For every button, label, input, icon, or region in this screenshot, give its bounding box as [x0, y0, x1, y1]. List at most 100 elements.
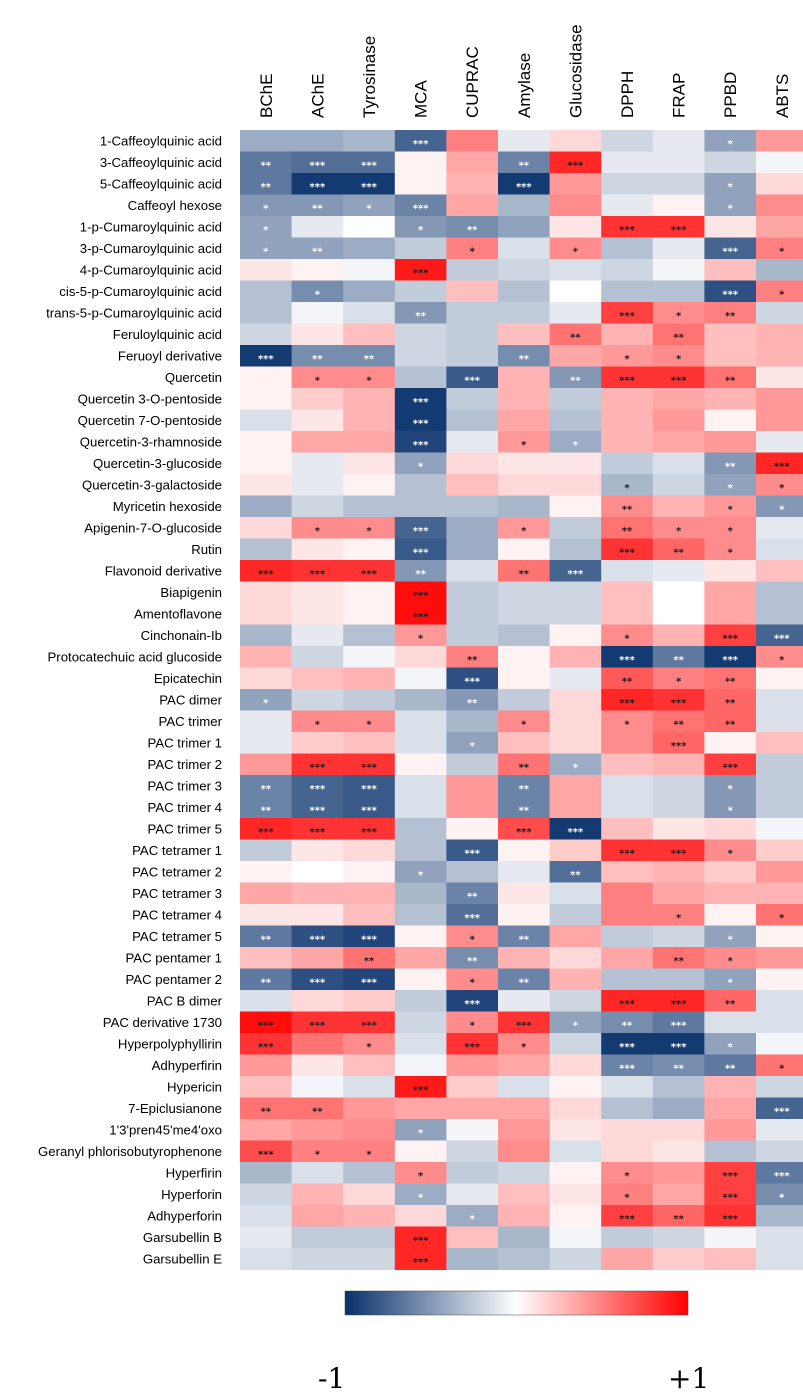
- significance-label: *: [728, 784, 734, 795]
- significance-label: *: [470, 246, 476, 257]
- heatmap-cell: [704, 517, 757, 539]
- heatmap-cell: [240, 151, 293, 174]
- row-label: 3-p-Cumaroylquinic acid: [80, 241, 222, 256]
- significance-label: *: [779, 913, 785, 924]
- heatmap-cell: [446, 474, 499, 496]
- heatmap-cell: [601, 624, 654, 647]
- heatmap-cell: [343, 732, 396, 754]
- significance-label: **: [622, 1020, 633, 1031]
- significance-label: **: [673, 332, 684, 343]
- significance-label: *: [263, 225, 269, 236]
- row-label: Adhyperfirin: [152, 1058, 222, 1073]
- heatmap-cell: [601, 517, 654, 539]
- heatmap-cell: [756, 818, 803, 840]
- heatmap-cell: [549, 1183, 602, 1206]
- heatmap-cell: [291, 581, 344, 604]
- heatmap-cell: [652, 861, 705, 883]
- heatmap-cell: [704, 216, 757, 238]
- heatmap-cell: [652, 796, 705, 819]
- heatmap-cell: [240, 925, 293, 948]
- row-label: Garsubellin B: [143, 1230, 222, 1245]
- significance-label: **: [261, 784, 272, 795]
- heatmap-cell: [756, 732, 803, 754]
- heatmap-cell: [704, 904, 757, 926]
- heatmap-cell: [240, 732, 293, 754]
- heatmap-cell: [240, 796, 293, 819]
- row-label: 5-Caffeoylquinic acid: [100, 176, 222, 191]
- heatmap-cell: [446, 1119, 499, 1141]
- heatmap-cell: [240, 1248, 293, 1270]
- column-label: Glucosidase: [566, 24, 585, 118]
- row-label: PAC derivative 1730: [103, 1015, 222, 1030]
- significance-label: *: [366, 1042, 372, 1053]
- heatmap-cell: [343, 689, 396, 711]
- heatmap-cell: [446, 1183, 499, 1206]
- heatmap-cell: [498, 366, 551, 389]
- heatmap-cell: [394, 882, 447, 905]
- heatmap-cell: [601, 302, 654, 324]
- heatmap-cell: [704, 990, 757, 1012]
- heatmap-cell: [394, 581, 447, 604]
- significance-label: ***: [619, 655, 635, 666]
- heatmap-cell: [601, 861, 654, 883]
- heatmap-cell: [343, 474, 396, 496]
- significance-label: ***: [310, 805, 326, 816]
- significance-label: *: [521, 440, 527, 451]
- heatmap-cell: [240, 259, 293, 281]
- heatmap-cell: [498, 990, 551, 1012]
- heatmap-cell: [652, 1183, 705, 1206]
- heatmap-cell: [704, 495, 757, 518]
- heatmap-cell: [291, 775, 344, 797]
- heatmap-cell: [704, 366, 757, 389]
- heatmap-cell: [446, 1140, 499, 1163]
- heatmap-cell: [343, 882, 396, 905]
- heatmap-cell: [498, 452, 551, 475]
- heatmap-cell: [240, 882, 293, 905]
- heatmap-cell: [549, 173, 602, 195]
- heatmap-cell: [549, 151, 602, 174]
- heatmap-cell: [756, 560, 803, 582]
- significance-label: **: [519, 762, 530, 773]
- significance-label: *: [728, 504, 734, 515]
- significance-label: *: [418, 1128, 424, 1139]
- heatmap-cell: [291, 151, 344, 174]
- significance-label: *: [263, 698, 269, 709]
- significance-label: **: [312, 354, 323, 365]
- significance-label: ***: [671, 698, 687, 709]
- heatmap-cell: [240, 689, 293, 711]
- heatmap-cell: [756, 968, 803, 991]
- heatmap-cell: [240, 904, 293, 926]
- heatmap-cell: [704, 689, 757, 711]
- significance-label: *: [418, 1192, 424, 1203]
- heatmap-cell: [756, 259, 803, 281]
- significance-label: *: [779, 483, 785, 494]
- heatmap-cell: [704, 732, 757, 754]
- row-label: Quercetin-3-galactoside: [82, 477, 222, 492]
- heatmap-cell: [240, 968, 293, 991]
- significance-label: *: [470, 1020, 476, 1031]
- heatmap-cell: [291, 1097, 344, 1120]
- heatmap-cell: [343, 1011, 396, 1034]
- heatmap-cell: [343, 581, 396, 604]
- heatmap-cell: [446, 194, 499, 217]
- heatmap-cell: [756, 517, 803, 539]
- heatmap-cell: [240, 1119, 293, 1141]
- heatmap-cell: [498, 1097, 551, 1120]
- heatmap-cell: [704, 581, 757, 604]
- heatmap-cell: [498, 474, 551, 496]
- heatmap-cell: [756, 194, 803, 217]
- heatmap-cell: [343, 1205, 396, 1227]
- row-label: Apigenin-7-O-glucoside: [84, 520, 222, 535]
- heatmap-cell: [549, 689, 602, 711]
- heatmap-cell: [291, 796, 344, 819]
- heatmap-cell: [756, 409, 803, 432]
- heatmap-cell: [446, 861, 499, 883]
- heatmap-cell: [549, 861, 602, 883]
- heatmap-cell: [343, 173, 396, 195]
- significance-label: *: [728, 956, 734, 967]
- significance-label: ***: [774, 1106, 790, 1117]
- row-label: Epicatechin: [154, 671, 222, 686]
- row-label: trans-5-p-Cumaroylquinic acid: [46, 305, 222, 320]
- heatmap-cell: [549, 1162, 602, 1184]
- heatmap-cell: [240, 1011, 293, 1034]
